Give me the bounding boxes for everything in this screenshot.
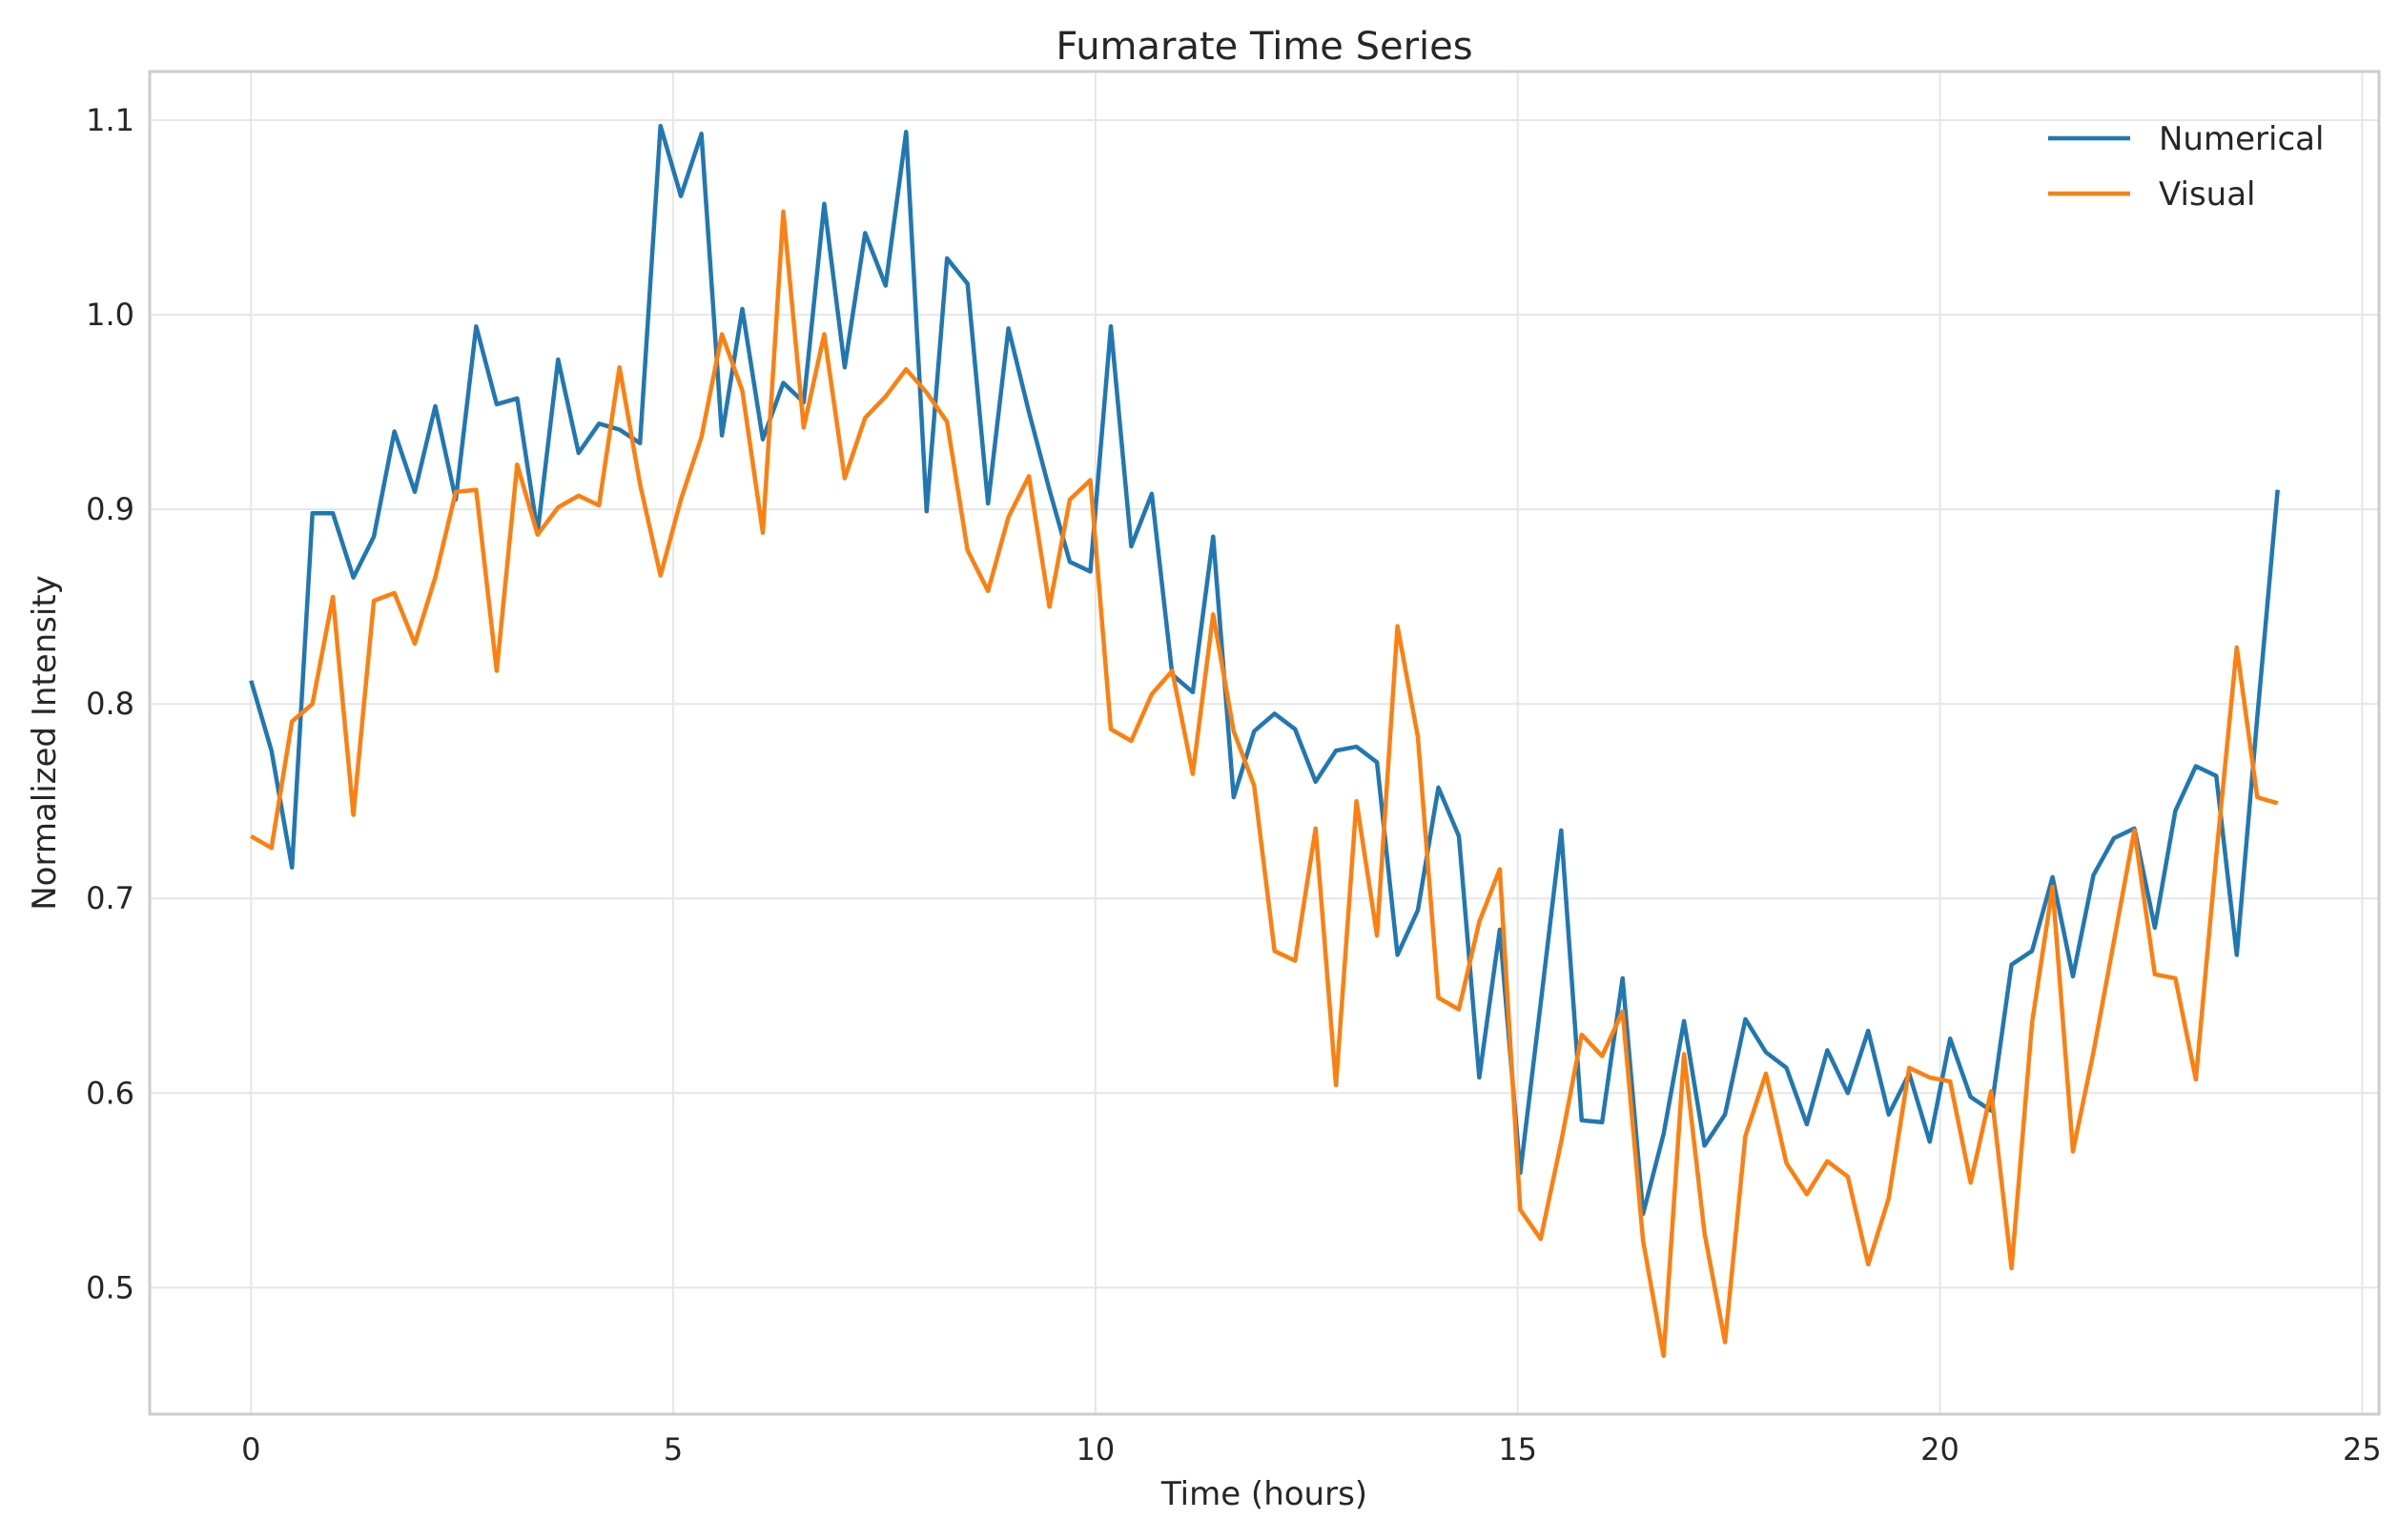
y-tick-label: 1.0 — [86, 297, 134, 333]
y-tick-label: 0.7 — [86, 880, 134, 916]
x-tick-label: 15 — [1498, 1431, 1537, 1468]
series-layer — [249, 123, 2280, 1359]
x-tick-label: 0 — [241, 1431, 260, 1468]
y-axis-label: Normalized Intensity — [26, 575, 64, 911]
legend-label-visual: Visual — [2159, 175, 2256, 214]
legend-label-numerical: Numerical — [2159, 120, 2324, 158]
x-tick-label: 25 — [2343, 1431, 2382, 1468]
grid-lines — [150, 72, 2379, 1414]
y-tick-label: 1.1 — [86, 102, 134, 138]
y-tick-label: 0.8 — [86, 686, 134, 722]
x-tick-label: 20 — [1920, 1431, 1959, 1468]
y-axis-ticks: 0.5 0.6 0.7 0.8 0.9 1.0 1.1 — [86, 102, 134, 1305]
x-axis-label: Time (hours) — [1160, 1475, 1367, 1513]
y-tick-label: 0.6 — [86, 1075, 134, 1111]
legend: Numerical Visual — [2048, 120, 2324, 214]
x-tick-label: 10 — [1077, 1431, 1116, 1468]
chart-title: Fumarate Time Series — [1056, 25, 1472, 69]
y-tick-label: 0.9 — [86, 491, 134, 527]
y-tick-label: 0.5 — [86, 1269, 134, 1305]
plot-frame — [148, 70, 2381, 1416]
series-line-numerical — [249, 123, 2280, 1217]
x-tick-label: 5 — [664, 1431, 683, 1468]
x-axis-ticks: 0 5 10 15 20 25 — [241, 1431, 2382, 1468]
series-line-visual — [250, 209, 2279, 1359]
